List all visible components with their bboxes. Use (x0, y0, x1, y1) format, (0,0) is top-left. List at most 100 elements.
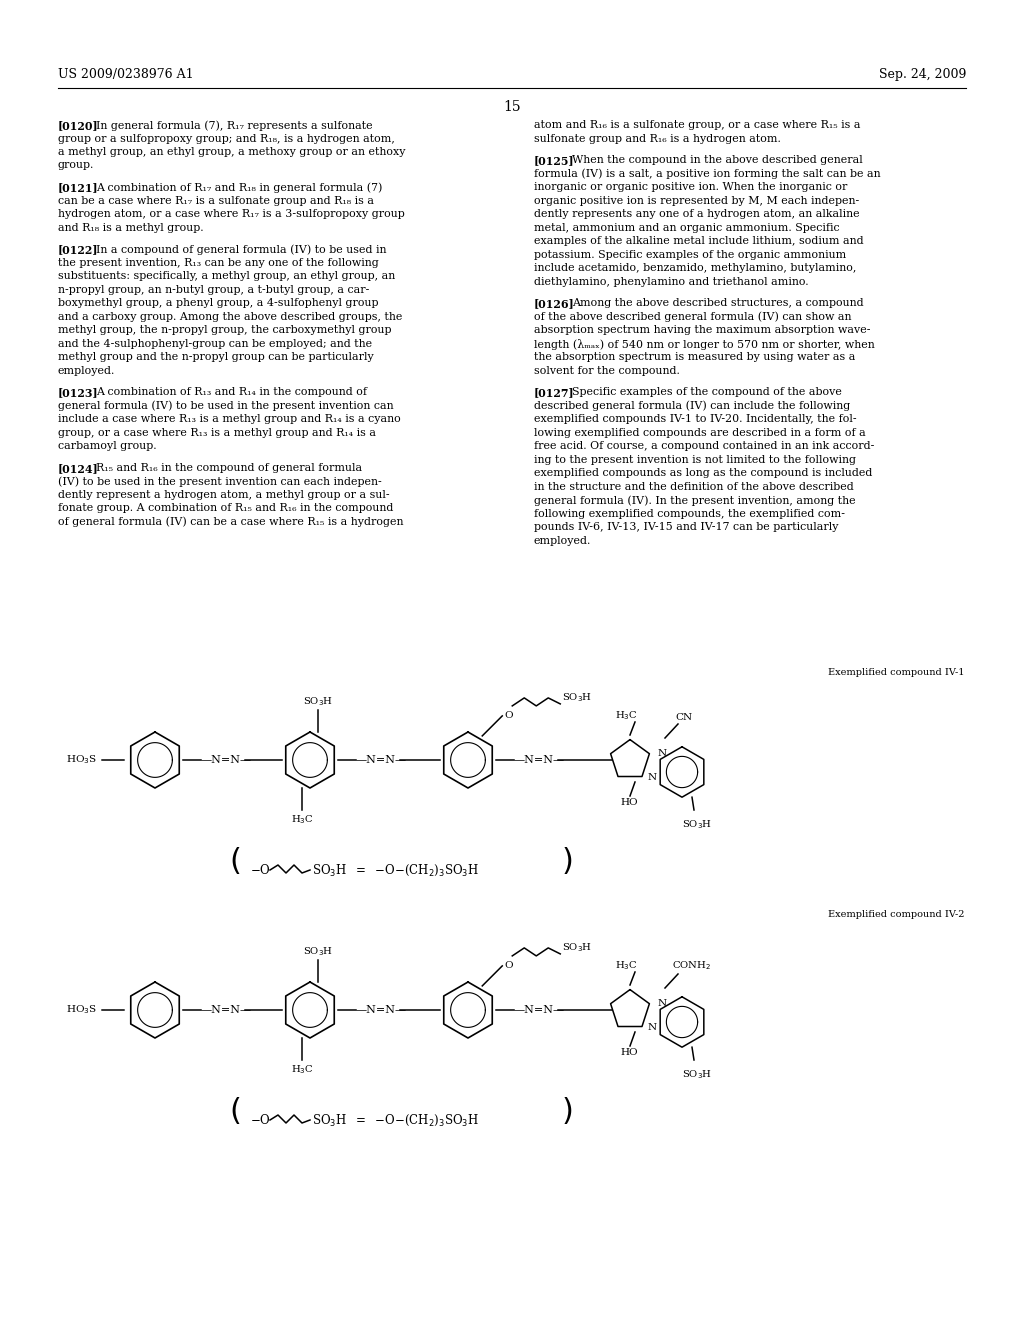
Text: the absorption spectrum is measured by using water as a: the absorption spectrum is measured by u… (534, 352, 855, 362)
Text: formula (IV) is a salt, a positive ion forming the salt can be an: formula (IV) is a salt, a positive ion f… (534, 169, 881, 180)
Text: and a carboxy group. Among the above described groups, the: and a carboxy group. Among the above des… (58, 312, 402, 322)
Text: H$_3$C: H$_3$C (291, 813, 313, 826)
Text: O: O (504, 711, 513, 721)
Text: HO$_3$S: HO$_3$S (66, 1003, 97, 1016)
Text: SO$_3$H: SO$_3$H (682, 818, 712, 830)
Text: hydrogen atom, or a case where R₁₇ is a 3-sulfopropoxy group: hydrogen atom, or a case where R₁₇ is a … (58, 209, 404, 219)
Text: dently represents any one of a hydrogen atom, an alkaline: dently represents any one of a hydrogen … (534, 209, 859, 219)
Text: —N=N—: —N=N— (356, 755, 408, 766)
Text: N: N (648, 1023, 657, 1032)
Text: [0120]: [0120] (58, 120, 98, 131)
Text: SO$_3$H: SO$_3$H (562, 941, 593, 954)
Text: [0122]: [0122] (58, 244, 98, 255)
Text: sulfonate group and R₁₆ is a hydrogen atom.: sulfonate group and R₁₆ is a hydrogen at… (534, 133, 781, 144)
Text: A combination of R₁₇ and R₁₈ in general formula (7): A combination of R₁₇ and R₁₈ in general … (96, 182, 382, 193)
Text: SO$_3$H: SO$_3$H (682, 1068, 712, 1081)
Text: carbamoyl group.: carbamoyl group. (58, 441, 157, 451)
Text: of the above described general formula (IV) can show an: of the above described general formula (… (534, 312, 852, 322)
Text: $)$: $)$ (561, 846, 572, 878)
Text: SO$_3$H  $=$  $-$O$-$(CH$_2$)$_3$SO$_3$H: SO$_3$H $=$ $-$O$-$(CH$_2$)$_3$SO$_3$H (312, 1113, 479, 1127)
Text: described general formula (IV) can include the following: described general formula (IV) can inclu… (534, 401, 850, 412)
Text: lowing exemplified compounds are described in a form of a: lowing exemplified compounds are describ… (534, 428, 865, 438)
Text: methyl group and the n-propyl group can be particularly: methyl group and the n-propyl group can … (58, 352, 374, 362)
Text: O: O (504, 961, 513, 970)
Text: SO$_3$H  $=$  $-$O$-$(CH$_2$)$_3$SO$_3$H: SO$_3$H $=$ $-$O$-$(CH$_2$)$_3$SO$_3$H (312, 862, 479, 878)
Text: metal, ammonium and an organic ammonium. Specific: metal, ammonium and an organic ammonium.… (534, 223, 840, 232)
Text: H$_3$C: H$_3$C (615, 960, 638, 972)
Text: ing to the present invention is not limited to the following: ing to the present invention is not limi… (534, 455, 856, 465)
Text: following exemplified compounds, the exemplified com-: following exemplified compounds, the exe… (534, 508, 845, 519)
Text: HO: HO (620, 1048, 638, 1057)
Text: SO$_3$H: SO$_3$H (303, 945, 333, 958)
Text: general formula (IV). In the present invention, among the: general formula (IV). In the present inv… (534, 495, 856, 506)
Text: [0125]: [0125] (534, 154, 574, 166)
Text: employed.: employed. (534, 536, 592, 545)
Text: R₁₅ and R₁₆ in the compound of general formula: R₁₅ and R₁₆ in the compound of general f… (96, 463, 362, 473)
Text: Sep. 24, 2009: Sep. 24, 2009 (879, 69, 966, 81)
Text: atom and R₁₆ is a sulfonate group, or a case where R₁₅ is a: atom and R₁₆ is a sulfonate group, or a … (534, 120, 860, 129)
Text: —N=N—: —N=N— (201, 755, 252, 766)
Text: dently represent a hydrogen atom, a methyl group or a sul-: dently represent a hydrogen atom, a meth… (58, 490, 389, 500)
Text: N: N (658, 750, 667, 759)
Text: $-$O: $-$O (250, 1113, 270, 1127)
Text: —N=N—: —N=N— (514, 1005, 565, 1015)
Text: HO: HO (620, 799, 638, 807)
Text: inorganic or organic positive ion. When the inorganic or: inorganic or organic positive ion. When … (534, 182, 848, 193)
Text: pounds IV-6, IV-13, IV-15 and IV-17 can be particularly: pounds IV-6, IV-13, IV-15 and IV-17 can … (534, 523, 839, 532)
Text: N: N (648, 774, 657, 783)
Text: a methyl group, an ethyl group, a methoxy group or an ethoxy: a methyl group, an ethyl group, a methox… (58, 147, 406, 157)
Text: free acid. Of course, a compound contained in an ink accord-: free acid. Of course, a compound contain… (534, 441, 874, 451)
Text: n-propyl group, an n-butyl group, a t-butyl group, a car-: n-propyl group, an n-butyl group, a t-bu… (58, 285, 370, 294)
Text: solvent for the compound.: solvent for the compound. (534, 366, 680, 376)
Text: potassium. Specific examples of the organic ammonium: potassium. Specific examples of the orga… (534, 249, 846, 260)
Text: can be a case where R₁₇ is a sulfonate group and R₁₈ is a: can be a case where R₁₇ is a sulfonate g… (58, 195, 374, 206)
Text: group.: group. (58, 161, 94, 170)
Text: A combination of R₁₃ and R₁₄ in the compound of: A combination of R₁₃ and R₁₄ in the comp… (96, 387, 367, 397)
Text: length (λₘₐₓ) of 540 nm or longer to 570 nm or shorter, when: length (λₘₐₓ) of 540 nm or longer to 570… (534, 339, 874, 350)
Text: exemplified compounds IV-1 to IV-20. Incidentally, the fol-: exemplified compounds IV-1 to IV-20. Inc… (534, 414, 857, 424)
Text: include a case where R₁₃ is a methyl group and R₁₄ is a cyano: include a case where R₁₃ is a methyl gro… (58, 414, 400, 424)
Text: boxymethyl group, a phenyl group, a 4-sulfophenyl group: boxymethyl group, a phenyl group, a 4-su… (58, 298, 379, 308)
Text: SO$_3$H: SO$_3$H (303, 696, 333, 708)
Text: [0127]: [0127] (534, 387, 574, 399)
Text: US 2009/0238976 A1: US 2009/0238976 A1 (58, 69, 194, 81)
Text: diethylamino, phenylamino and triethanol amino.: diethylamino, phenylamino and triethanol… (534, 277, 809, 286)
Text: Specific examples of the compound of the above: Specific examples of the compound of the… (572, 387, 842, 397)
Text: [0121]: [0121] (58, 182, 98, 193)
Text: HO$_3$S: HO$_3$S (66, 754, 97, 767)
Text: [0126]: [0126] (534, 298, 574, 309)
Text: in the structure and the definition of the above described: in the structure and the definition of t… (534, 482, 854, 492)
Text: In general formula (7), R₁₇ represents a sulfonate: In general formula (7), R₁₇ represents a… (96, 120, 373, 131)
Text: —N=N—: —N=N— (514, 755, 565, 766)
Text: group, or a case where R₁₃ is a methyl group and R₁₄ is a: group, or a case where R₁₃ is a methyl g… (58, 428, 376, 438)
Text: general formula (IV) to be used in the present invention can: general formula (IV) to be used in the p… (58, 401, 393, 412)
Text: H$_3$C: H$_3$C (291, 1063, 313, 1076)
Text: —N=N—: —N=N— (201, 1005, 252, 1015)
Text: examples of the alkaline metal include lithium, sodium and: examples of the alkaline metal include l… (534, 236, 863, 246)
Text: group or a sulfopropoxy group; and R₁₈, is a hydrogen atom,: group or a sulfopropoxy group; and R₁₈, … (58, 133, 395, 144)
Text: $)$: $)$ (561, 1097, 572, 1127)
Text: Among the above described structures, a compound: Among the above described structures, a … (572, 298, 863, 308)
Text: $($: $($ (229, 846, 241, 878)
Text: (IV) to be used in the present invention can each indepen-: (IV) to be used in the present invention… (58, 477, 382, 487)
Text: N: N (658, 999, 667, 1008)
Text: methyl group, the n-propyl group, the carboxymethyl group: methyl group, the n-propyl group, the ca… (58, 325, 391, 335)
Text: fonate group. A combination of R₁₅ and R₁₆ in the compound: fonate group. A combination of R₁₅ and R… (58, 503, 393, 513)
Text: CONH$_2$: CONH$_2$ (672, 960, 711, 972)
Text: absorption spectrum having the maximum absorption wave-: absorption spectrum having the maximum a… (534, 325, 870, 335)
Text: and R₁₈ is a methyl group.: and R₁₈ is a methyl group. (58, 223, 204, 232)
Text: [0124]: [0124] (58, 463, 98, 474)
Text: organic positive ion is represented by M, M each indepen-: organic positive ion is represented by M… (534, 195, 859, 206)
Text: exemplified compounds as long as the compound is included: exemplified compounds as long as the com… (534, 469, 872, 478)
Text: SO$_3$H: SO$_3$H (562, 692, 593, 705)
Text: CN: CN (675, 713, 692, 722)
Text: 15: 15 (503, 100, 521, 114)
Text: —N=N—: —N=N— (356, 1005, 408, 1015)
Text: substituents: specifically, a methyl group, an ethyl group, an: substituents: specifically, a methyl gro… (58, 271, 395, 281)
Text: [0123]: [0123] (58, 387, 98, 399)
Text: When the compound in the above described general: When the compound in the above described… (572, 154, 863, 165)
Text: the present invention, R₁₃ can be any one of the following: the present invention, R₁₃ can be any on… (58, 257, 379, 268)
Text: In a compound of general formula (IV) to be used in: In a compound of general formula (IV) to… (96, 244, 386, 255)
Text: $-$O: $-$O (250, 863, 270, 876)
Text: H$_3$C: H$_3$C (615, 709, 638, 722)
